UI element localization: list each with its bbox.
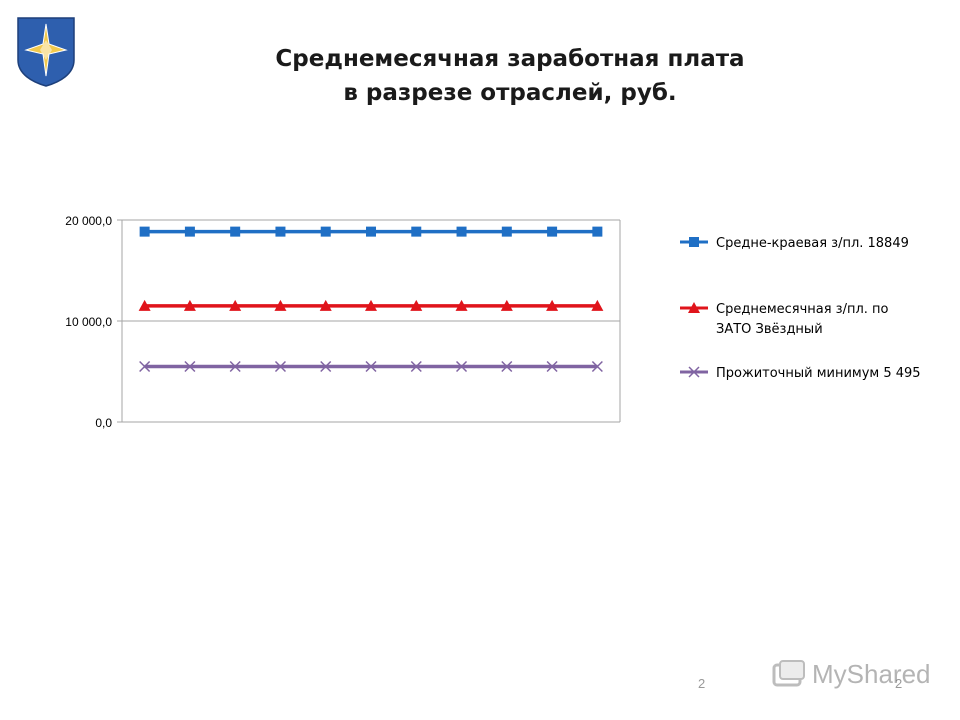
y-tick-label: 20 000,0 (65, 214, 112, 228)
data-point (547, 226, 558, 237)
data-point (455, 299, 468, 311)
legend-label: Средне-краевая з/пл. 18849 (716, 236, 909, 251)
data-point (410, 360, 422, 373)
marker-stroke (229, 360, 241, 373)
legend-label: ЗАТО Звёздный (716, 322, 823, 337)
legend-item-2: Среднемесячная з/пл. по ЗАТО Звёздный (680, 302, 889, 337)
data-point (366, 226, 376, 237)
data-point (319, 299, 332, 311)
data-point (592, 226, 603, 237)
data-point (230, 226, 241, 237)
data-point (275, 226, 286, 237)
data-point (411, 226, 422, 237)
marker-stroke (591, 360, 603, 373)
y-tick-label: 10 000,0 (65, 315, 112, 329)
legend-marker (688, 302, 700, 313)
legend-marker (689, 237, 699, 247)
watermark-text: MyShared (812, 658, 931, 689)
data-point (546, 360, 558, 373)
y-axis: 0,0 10 000,0 20 000,0 (65, 214, 621, 430)
data-point (320, 360, 332, 373)
data-point (184, 360, 196, 373)
legend-label: Прожиточный минимум 5 495 (716, 366, 921, 381)
data-point (139, 226, 150, 237)
data-point (456, 226, 467, 237)
data-point (591, 360, 603, 373)
data-point (138, 299, 151, 311)
marker-stroke (688, 366, 700, 378)
data-point (456, 360, 468, 373)
legend: Средне-краевая з/пл. 18849 Среднемесячная… (680, 236, 921, 381)
data-point (139, 360, 151, 373)
legend-item-1: Средне-краевая з/пл. 18849 (680, 236, 909, 251)
series-1 (139, 226, 603, 237)
legend-item-3: Прожиточный минимум 5 495 (680, 366, 921, 381)
data-point (274, 299, 287, 311)
data-point (229, 360, 241, 373)
marker-stroke (410, 360, 422, 373)
data-point (501, 360, 513, 373)
marker-stroke (184, 360, 196, 373)
series-layer (138, 226, 604, 373)
page-number-right: 2 (895, 676, 903, 691)
page-number-left: 2 (698, 676, 706, 691)
data-point (229, 299, 242, 311)
marker-stroke (365, 360, 377, 373)
gridlines (117, 219, 620, 423)
data-point (501, 226, 512, 237)
legend-label: Среднемесячная з/пл. по (716, 302, 889, 317)
watermark: MyShared (772, 654, 932, 694)
data-point (591, 299, 604, 311)
marker-stroke (501, 360, 513, 373)
coat-of-arms-star-icon (17, 17, 75, 87)
series-3 (139, 360, 603, 373)
series-2 (138, 299, 604, 311)
data-point (320, 226, 331, 237)
data-point (410, 299, 423, 311)
slide-title-line-1: Среднемесячная заработная плата (275, 46, 745, 72)
slide-title: Среднемесячная заработная плата в разрез… (130, 42, 890, 110)
marker-stroke (546, 360, 558, 373)
marker-stroke (139, 360, 151, 373)
slide-title-line-2: в разрезе отраслей, руб. (343, 80, 677, 106)
data-point (274, 360, 286, 373)
data-point (500, 299, 513, 311)
data-point (365, 299, 377, 311)
y-tick-label: 0,0 (95, 416, 112, 430)
marker-stroke (274, 360, 286, 373)
data-point (183, 299, 196, 311)
watermark-logo-icon (772, 660, 805, 687)
data-point (184, 226, 195, 237)
marker-stroke (320, 360, 332, 373)
data-point (365, 360, 377, 373)
legend-marker (688, 366, 700, 378)
marker-stroke (456, 360, 468, 373)
data-point (546, 299, 559, 311)
